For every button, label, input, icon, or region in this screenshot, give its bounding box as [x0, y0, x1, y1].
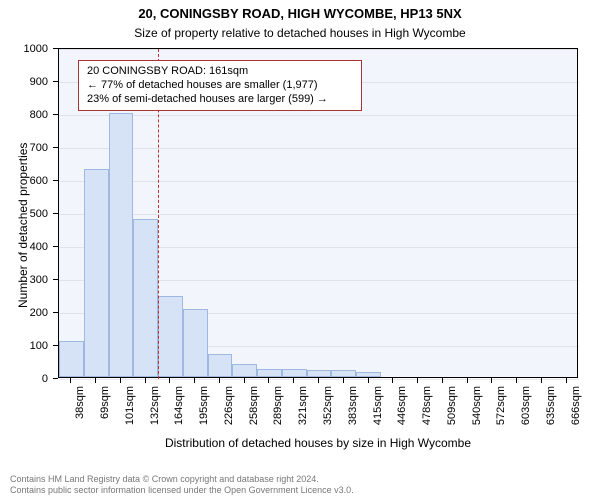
- x-tick-mark: [566, 378, 567, 383]
- y-tick-label: 1000: [0, 43, 48, 55]
- grid-line: [59, 49, 579, 50]
- y-tick-label: 300: [0, 274, 48, 286]
- annotation-line: 23% of semi-detached houses are larger (…: [87, 93, 353, 107]
- x-tick-mark: [541, 378, 542, 383]
- x-tick-mark: [293, 378, 294, 383]
- y-tick-label: 800: [0, 109, 48, 121]
- y-tick-label: 500: [0, 208, 48, 220]
- histogram-bar: [257, 369, 282, 377]
- x-tick-mark: [442, 378, 443, 383]
- histogram-bar: [109, 113, 134, 377]
- x-tick-label: 635sqm: [545, 386, 557, 446]
- y-tick-mark: [53, 147, 58, 148]
- x-tick-mark: [368, 378, 369, 383]
- annotation-box: 20 CONINGSBY ROAD: 161sqm ← 77% of detac…: [78, 60, 362, 111]
- chart-container: { "chart": { "type": "histogram", "title…: [0, 0, 600, 500]
- y-tick-label: 700: [0, 142, 48, 154]
- x-tick-label: 540sqm: [471, 386, 483, 446]
- x-tick-mark: [194, 378, 195, 383]
- x-tick-label: 258sqm: [248, 386, 260, 446]
- x-tick-label: 572sqm: [495, 386, 507, 446]
- grid-line: [59, 214, 579, 215]
- chart-title-line2: Size of property relative to detached ho…: [0, 26, 600, 40]
- chart-title-line1: 20, CONINGSBY ROAD, HIGH WYCOMBE, HP13 5…: [0, 6, 600, 21]
- x-tick-label: 195sqm: [198, 386, 210, 446]
- y-tick-label: 0: [0, 373, 48, 385]
- x-tick-mark: [343, 378, 344, 383]
- x-tick-mark: [95, 378, 96, 383]
- y-tick-mark: [53, 279, 58, 280]
- footer-attribution: Contains HM Land Registry data © Crown c…: [10, 474, 354, 496]
- grid-line: [59, 115, 579, 116]
- x-tick-label: 603sqm: [520, 386, 532, 446]
- histogram-bar: [232, 364, 257, 377]
- x-tick-label: 478sqm: [421, 386, 433, 446]
- y-tick-mark: [53, 246, 58, 247]
- grid-line: [59, 181, 579, 182]
- x-tick-mark: [467, 378, 468, 383]
- y-tick-mark: [53, 378, 58, 379]
- annotation-line: ← 77% of detached houses are smaller (1,…: [87, 79, 353, 93]
- x-tick-label: 38sqm: [74, 386, 86, 446]
- x-tick-mark: [417, 378, 418, 383]
- histogram-bar: [133, 219, 158, 377]
- x-tick-label: 666sqm: [570, 386, 582, 446]
- y-tick-mark: [53, 48, 58, 49]
- y-tick-mark: [53, 213, 58, 214]
- y-tick-mark: [53, 81, 58, 82]
- x-tick-label: 69sqm: [99, 386, 111, 446]
- histogram-bar: [331, 370, 356, 377]
- x-tick-mark: [244, 378, 245, 383]
- histogram-bar: [307, 370, 332, 377]
- histogram-bar: [356, 372, 381, 377]
- y-tick-label: 100: [0, 340, 48, 352]
- histogram-bar: [158, 296, 183, 377]
- histogram-bar: [208, 354, 233, 377]
- y-tick-mark: [53, 114, 58, 115]
- y-tick-mark: [53, 345, 58, 346]
- x-tick-mark: [268, 378, 269, 383]
- x-tick-label: 415sqm: [372, 386, 384, 446]
- x-tick-label: 289sqm: [272, 386, 284, 446]
- x-tick-mark: [516, 378, 517, 383]
- x-tick-label: 352sqm: [322, 386, 334, 446]
- y-tick-mark: [53, 312, 58, 313]
- footer-line: Contains HM Land Registry data © Crown c…: [10, 474, 354, 485]
- x-tick-label: 132sqm: [149, 386, 161, 446]
- grid-line: [59, 379, 579, 380]
- x-tick-label: 383sqm: [347, 386, 359, 446]
- x-tick-mark: [219, 378, 220, 383]
- x-tick-label: 509sqm: [446, 386, 458, 446]
- x-tick-mark: [392, 378, 393, 383]
- x-tick-mark: [491, 378, 492, 383]
- x-tick-mark: [318, 378, 319, 383]
- y-tick-mark: [53, 180, 58, 181]
- x-tick-mark: [169, 378, 170, 383]
- footer-line: Contains public sector information licen…: [10, 485, 354, 496]
- histogram-bar: [84, 169, 109, 377]
- grid-line: [59, 148, 579, 149]
- annotation-line: 20 CONINGSBY ROAD: 161sqm: [87, 65, 353, 79]
- x-tick-mark: [120, 378, 121, 383]
- x-tick-label: 101sqm: [124, 386, 136, 446]
- x-tick-label: 321sqm: [297, 386, 309, 446]
- histogram-bar: [183, 309, 208, 377]
- y-tick-label: 200: [0, 307, 48, 319]
- y-tick-label: 400: [0, 241, 48, 253]
- x-tick-label: 226sqm: [223, 386, 235, 446]
- x-tick-mark: [145, 378, 146, 383]
- y-tick-label: 900: [0, 76, 48, 88]
- x-tick-label: 164sqm: [173, 386, 185, 446]
- histogram-bar: [59, 341, 84, 377]
- y-tick-label: 600: [0, 175, 48, 187]
- x-tick-mark: [70, 378, 71, 383]
- histogram-bar: [282, 369, 307, 377]
- x-tick-label: 446sqm: [396, 386, 408, 446]
